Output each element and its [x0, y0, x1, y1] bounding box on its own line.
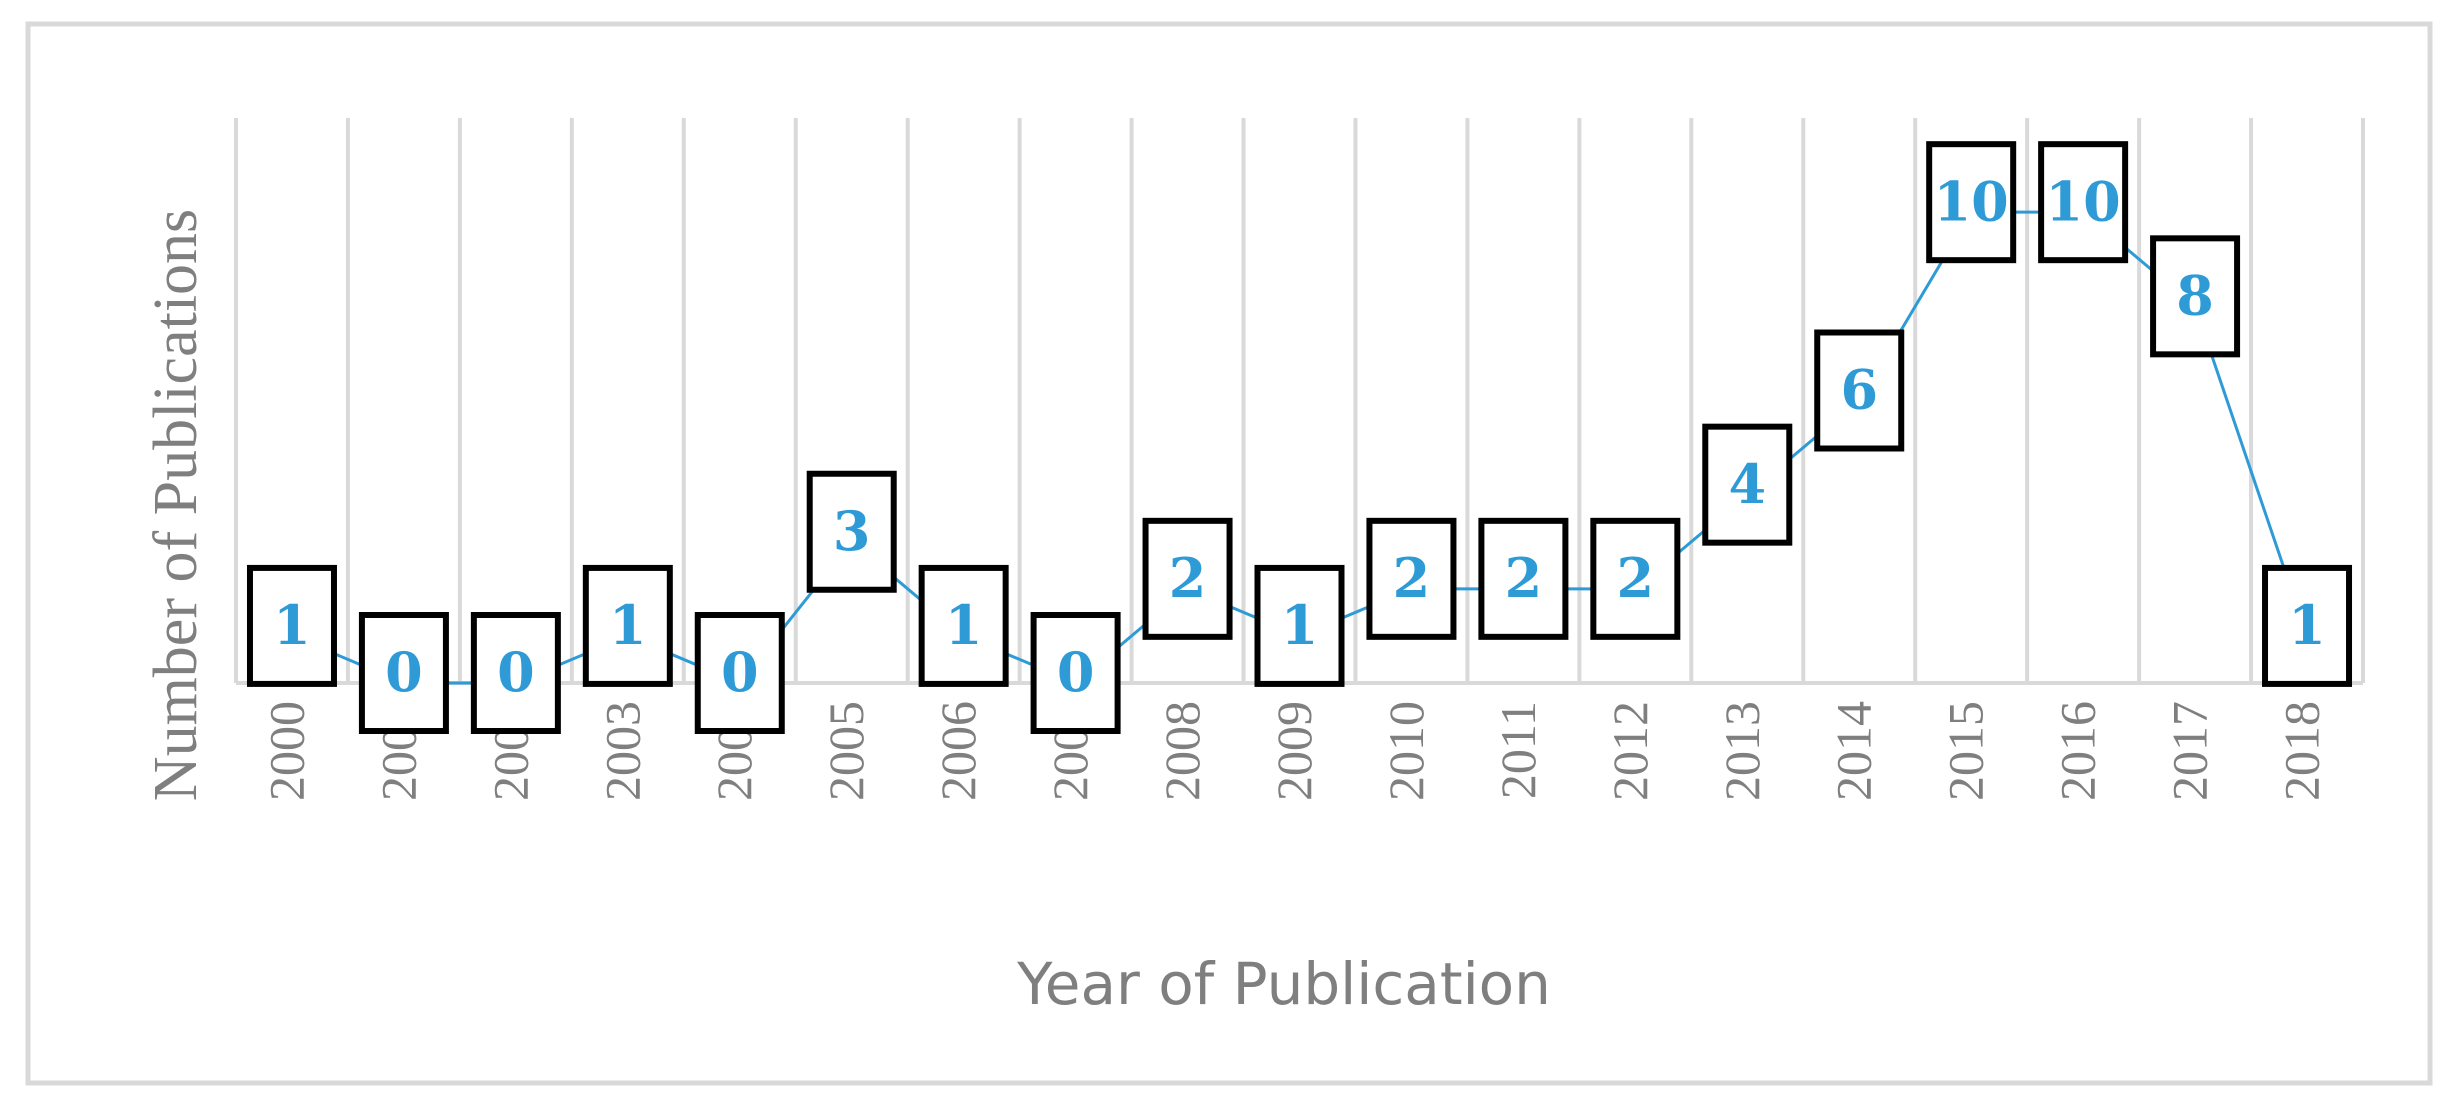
data-label: 10 — [2046, 169, 2121, 233]
x-tick-label: 2006 — [930, 701, 986, 801]
x-tick-label: 2008 — [1154, 701, 1210, 801]
data-label-box — [1702, 423, 1793, 546]
data-label: 0 — [1057, 640, 1095, 704]
data-label: 4 — [1729, 452, 1767, 516]
data-label-box — [246, 564, 337, 687]
x-axis-title: Year of Publication — [1016, 950, 1551, 1018]
data-label: 2 — [1169, 546, 1207, 610]
x-tick-label: 2005 — [818, 701, 874, 801]
data-label-box — [2262, 564, 2353, 687]
data-label-box — [806, 470, 897, 593]
data-label-box — [1254, 564, 1345, 687]
data-label: 2 — [1617, 546, 1655, 610]
data-label-box — [1366, 517, 1457, 640]
data-label-box — [1478, 517, 1569, 640]
x-tick-label: 2015 — [1938, 701, 1994, 801]
x-tick-label: 2018 — [2273, 701, 2329, 801]
data-label: 10 — [1934, 169, 2009, 233]
data-label-box — [694, 612, 785, 734]
data-label: 8 — [2176, 263, 2214, 327]
data-label-box — [1814, 329, 1905, 452]
data-label: 0 — [497, 640, 535, 704]
data-label-box — [1142, 517, 1233, 640]
data-label-box — [2038, 141, 2129, 264]
y-axis-title: Number of Publications — [142, 209, 210, 801]
x-tick-label: 2012 — [1602, 701, 1658, 801]
data-label-box — [470, 612, 561, 734]
x-tick-label: 2000 — [258, 701, 314, 801]
data-label-box — [918, 564, 1009, 687]
data-label: 1 — [273, 593, 311, 657]
data-label: 1 — [1281, 593, 1319, 657]
data-label-box — [1030, 612, 1121, 734]
data-label: 2 — [1393, 546, 1431, 610]
x-tick-label: 2014 — [1826, 701, 1882, 801]
data-label: 3 — [833, 499, 871, 563]
data-label: 1 — [2288, 593, 2326, 657]
data-label-box — [1926, 141, 2017, 264]
data-label: 2 — [1505, 546, 1543, 610]
data-label: 1 — [609, 593, 647, 657]
x-tick-label: 2016 — [2050, 701, 2106, 801]
x-tick-label: 2017 — [2162, 701, 2218, 801]
x-tick-label: 2003 — [594, 701, 650, 801]
data-label-box — [582, 564, 673, 687]
data-label-box — [1590, 517, 1681, 640]
data-label-box — [358, 612, 449, 734]
data-label: 6 — [1840, 358, 1878, 422]
data-label: 0 — [721, 640, 759, 704]
x-tick-label: 2010 — [1378, 701, 1434, 801]
x-tick-label: 2013 — [1714, 701, 1770, 801]
x-tick-label: 2009 — [1266, 701, 1322, 801]
data-label: 1 — [945, 593, 983, 657]
data-label-box — [2150, 235, 2241, 358]
x-tick-label: 2011 — [1490, 701, 1546, 799]
data-label: 0 — [385, 640, 423, 704]
